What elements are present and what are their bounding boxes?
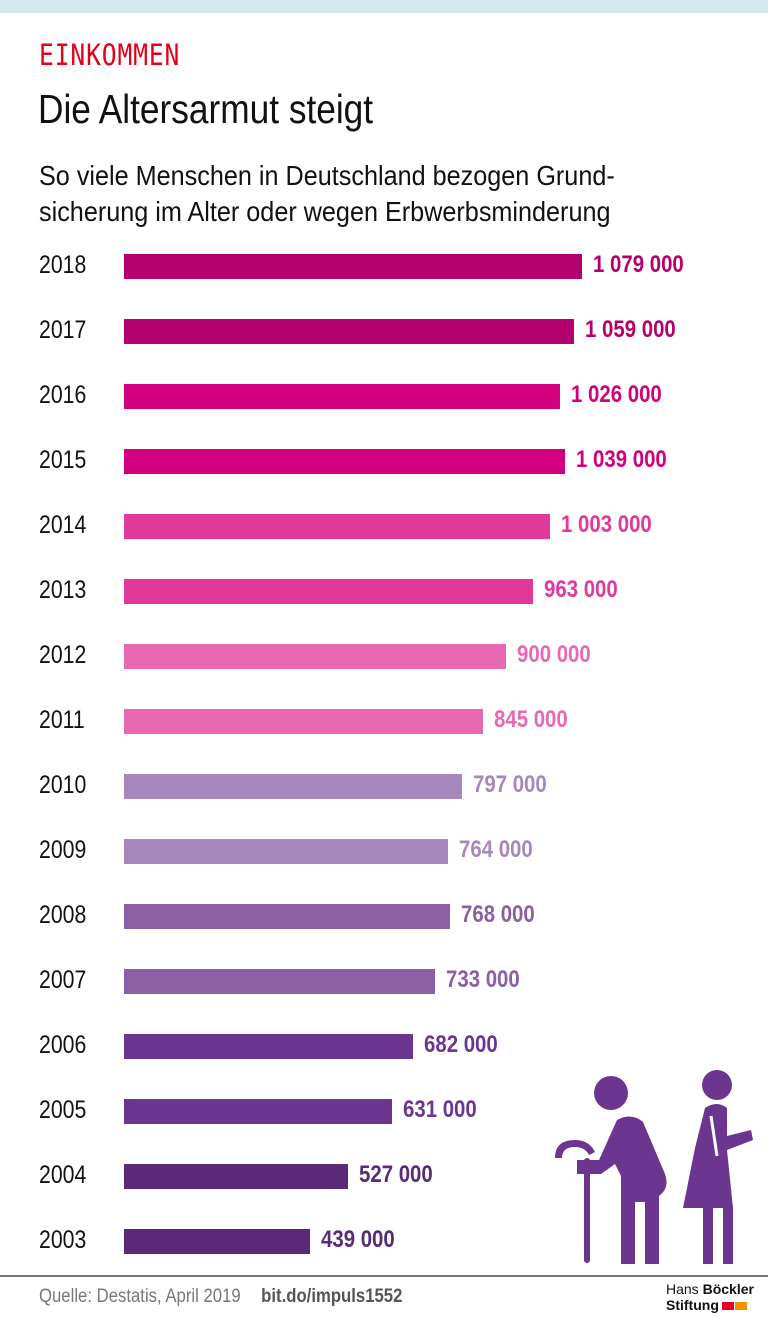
bar-2018: [124, 254, 582, 279]
source-text: Quelle: Destatis, April 2019: [39, 1286, 241, 1307]
source-note: Quelle: Destatis, April 2019 bit.do/impu…: [39, 1286, 402, 1308]
year-label: 2013: [39, 576, 87, 604]
value-label: 1 039 000: [576, 446, 667, 473]
value-label: 1 026 000: [570, 381, 662, 408]
year-label: 2008: [39, 901, 87, 929]
bar-2005: [124, 1099, 392, 1124]
bar-2016: [124, 384, 560, 409]
logo-orange-square: [734, 1302, 747, 1310]
bar-2017: [124, 319, 574, 344]
bar-2013: [124, 579, 533, 604]
logo-text-stiftung: Stiftung: [666, 1297, 719, 1313]
bar-2004: [124, 1164, 348, 1189]
bar-2014: [124, 514, 550, 539]
year-label: 2017: [39, 316, 87, 344]
value-label: 768 000: [460, 901, 535, 928]
logo-red-square: [721, 1302, 734, 1310]
elderly-people-icon: [555, 1070, 753, 1264]
value-label: 797 000: [473, 771, 548, 798]
source-link[interactable]: bit.do/impuls1552: [261, 1286, 403, 1307]
year-label: 2016: [39, 381, 87, 409]
year-label: 2003: [39, 1226, 87, 1254]
year-label: 2005: [39, 1096, 87, 1124]
bar-2011: [124, 709, 483, 734]
year-label: 2007: [39, 966, 87, 994]
year-label: 2015: [39, 446, 87, 474]
value-label: 963 000: [543, 576, 618, 603]
bar-2009: [124, 839, 449, 864]
bar-2012: [124, 644, 507, 669]
top-banner: [0, 0, 768, 13]
logo-text-hans: Hans: [666, 1281, 699, 1297]
year-label: 2010: [39, 771, 87, 799]
year-label: 2009: [39, 836, 87, 864]
subtitle: So viele Menschen in Deutschland bezogen…: [39, 158, 615, 230]
year-label: 2014: [39, 511, 87, 539]
page-title: Die Altersarmut steigt: [38, 86, 374, 132]
bar-2007: [124, 969, 436, 994]
value-label: 1 003 000: [560, 511, 652, 538]
value-label: 845 000: [493, 706, 568, 733]
value-label: 733 000: [446, 966, 520, 993]
kicker: EINKOMMEN: [39, 38, 181, 72]
year-label: 2012: [39, 641, 87, 669]
bar-2015: [124, 449, 566, 474]
value-label: 1 059 000: [584, 316, 676, 343]
subtitle-line-2: sicherung im Alter oder wegen Erbwerbsmi…: [39, 196, 611, 227]
bar-2010: [124, 774, 463, 799]
value-label: 900 000: [517, 641, 591, 668]
subtitle-line-1: So viele Menschen in Deutschland bezogen…: [39, 160, 615, 191]
bar-2006: [124, 1034, 414, 1059]
value-label: 631 000: [402, 1096, 477, 1123]
value-label: 764 000: [459, 836, 534, 863]
year-label: 2011: [39, 706, 85, 734]
hans-boeckler-logo: Hans Böckler Stiftung: [666, 1281, 754, 1313]
value-label: 439 000: [321, 1226, 396, 1253]
year-label: 2018: [39, 251, 87, 279]
year-label: 2004: [39, 1161, 87, 1189]
logo-text-boeckler: Böckler: [702, 1281, 754, 1297]
footer-divider: [0, 1275, 768, 1277]
value-label: 1 079 000: [593, 251, 684, 278]
value-label: 527 000: [358, 1161, 433, 1188]
year-label: 2006: [39, 1031, 87, 1059]
bar-2008: [124, 904, 450, 929]
bar-2003: [124, 1229, 311, 1254]
value-label: 682 000: [424, 1031, 499, 1058]
